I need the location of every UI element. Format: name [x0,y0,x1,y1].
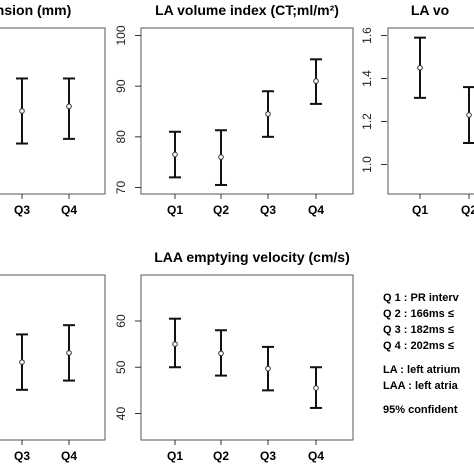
legend-q3: Q 3 : 182ms ≤ [383,324,454,336]
plot-frame [0,274,106,441]
legend-q4: Q 4 : 202ms ≤ [383,340,454,352]
x-tick-label: Q3 [14,449,30,463]
mean-point [313,385,319,391]
chart-title: LAA emptying velocity (cm/s) [154,249,350,265]
y-tick-label: 70 [114,181,128,195]
mean-point [265,111,271,117]
mean-point [66,350,72,356]
chart-title: LA vo [411,2,449,18]
x-tick-label: Q4 [308,203,324,217]
mean-point [19,108,25,114]
plot-frame [140,274,354,441]
mean-point [417,64,423,71]
y-tick-label: 1.6 [360,27,374,44]
plot-frame [0,27,106,195]
y-tick-label: 100 [114,25,128,45]
y-tick-label: 80 [114,130,128,144]
mean-point [172,151,178,158]
y-tick-label: 50 [114,360,128,374]
mean-point [265,365,271,372]
x-tick-label: Q3 [260,449,276,463]
x-tick-label: Q1 [167,203,183,217]
x-tick-label: Q1 [167,449,183,463]
mean-point [218,350,224,357]
x-tick-label: Q3 [14,203,30,217]
mean-point [466,112,472,118]
chart-title: ension (mm) [0,2,71,18]
x-tick-label: Q1 [412,203,428,217]
legend-ci: 95% confident [383,404,458,416]
y-tick-label: 1.0 [360,156,374,173]
mean-point [66,103,72,110]
x-tick-label: Q4 [61,449,77,463]
y-tick-label: 1.2 [360,113,374,130]
y-tick-label: 60 [114,314,128,328]
y-tick-label: 90 [114,79,128,93]
plot-frame [140,27,354,195]
chart-title: LA volume index (CT;ml/m²) [155,2,339,18]
legend-laa: LAA : left atria [383,380,458,392]
legend-la: LA : left atrium [383,364,461,376]
x-tick-label: Q2 [461,203,474,217]
mean-point [172,341,178,347]
x-tick-label: Q4 [308,449,324,463]
mean-point [19,359,25,365]
mean-point [218,154,224,160]
legend-q2: Q 2 : 166ms ≤ [383,308,454,320]
y-tick-label: 1.4 [360,70,374,87]
x-tick-label: Q2 [213,203,229,217]
legend-q1: Q 1 : PR interv [383,292,459,304]
mean-point [313,78,319,84]
plot-frame [387,27,474,195]
x-tick-label: Q2 [213,449,229,463]
y-tick-label: 40 [114,407,128,421]
x-tick-label: Q3 [260,203,276,217]
x-tick-label: Q4 [61,203,77,217]
